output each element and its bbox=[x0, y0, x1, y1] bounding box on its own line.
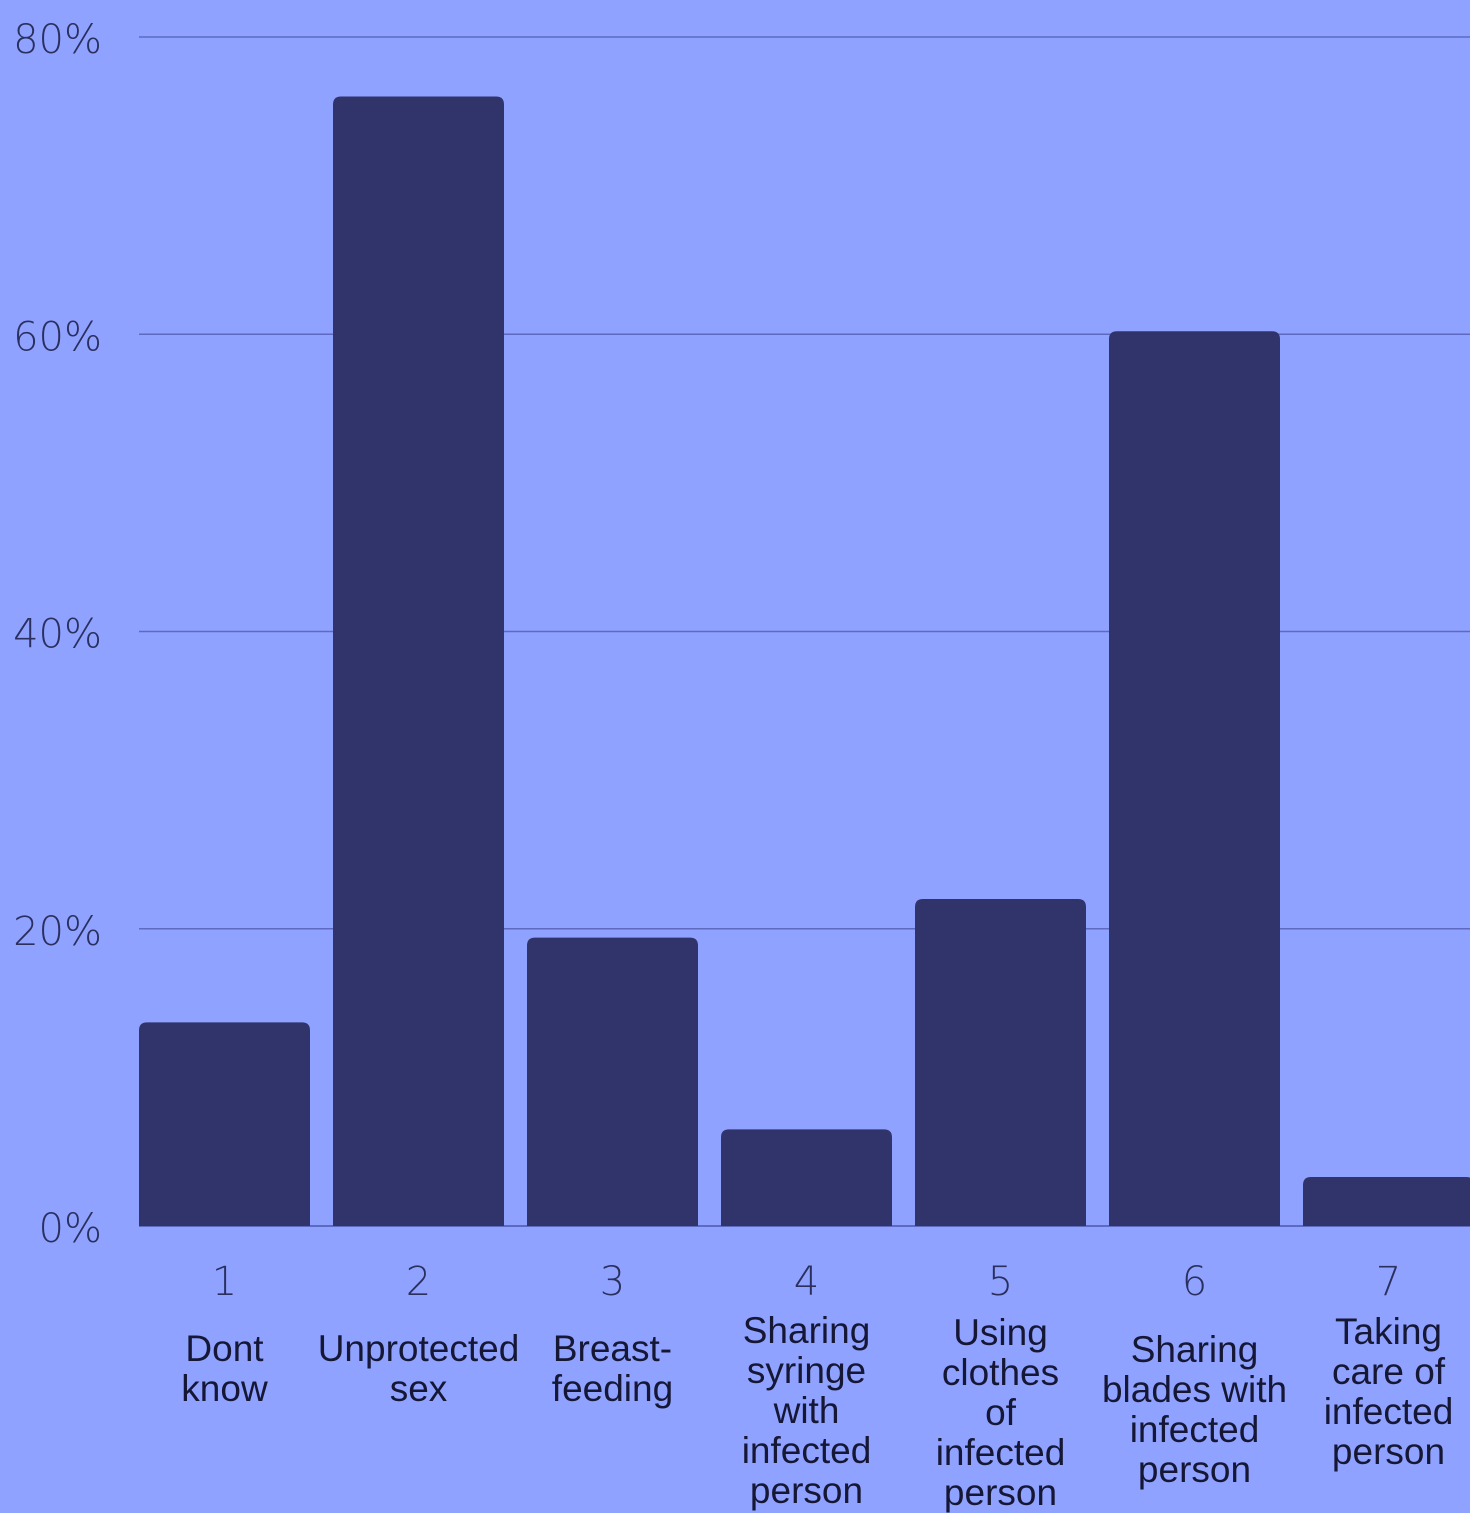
y-tick-label: 80% bbox=[13, 17, 102, 63]
x-tick-label: 6 bbox=[1182, 1259, 1207, 1305]
x-tick-label: 1 bbox=[212, 1259, 237, 1305]
y-axis-ticks: 0% 20% 40% 60% 80% bbox=[13, 17, 102, 1252]
x-tick-label: 2 bbox=[406, 1259, 431, 1305]
y-tick-label: 40% bbox=[13, 612, 102, 658]
category-label: Dont know bbox=[181, 1328, 268, 1409]
category-label: Using clothes of infected person bbox=[935, 1312, 1066, 1513]
y-tick-label: 20% bbox=[13, 909, 102, 955]
bar bbox=[915, 899, 1086, 1226]
x-tick-label: 7 bbox=[1376, 1259, 1401, 1305]
x-axis-ticks: 1 2 3 4 5 6 7 bbox=[212, 1259, 1401, 1305]
bar bbox=[527, 937, 698, 1226]
y-tick-label: 60% bbox=[13, 314, 102, 360]
category-label: Taking care of infected person bbox=[1323, 1311, 1454, 1472]
bar bbox=[139, 1022, 310, 1226]
x-tick-label: 4 bbox=[794, 1259, 819, 1305]
bar bbox=[721, 1129, 892, 1226]
y-tick-label: 0% bbox=[39, 1206, 102, 1252]
category-label: Sharing syringe with infected person bbox=[741, 1310, 872, 1511]
bar bbox=[1109, 331, 1280, 1227]
bar bbox=[333, 96, 504, 1227]
x-tick-label: 5 bbox=[988, 1259, 1013, 1305]
bars bbox=[139, 96, 1470, 1227]
x-tick-label: 3 bbox=[600, 1259, 625, 1305]
category-label: Unprotected sex bbox=[317, 1328, 520, 1409]
category-label: Sharing blades with infected person bbox=[1101, 1329, 1288, 1490]
bar bbox=[1303, 1176, 1470, 1226]
category-label: Breast-feeding bbox=[551, 1328, 674, 1409]
